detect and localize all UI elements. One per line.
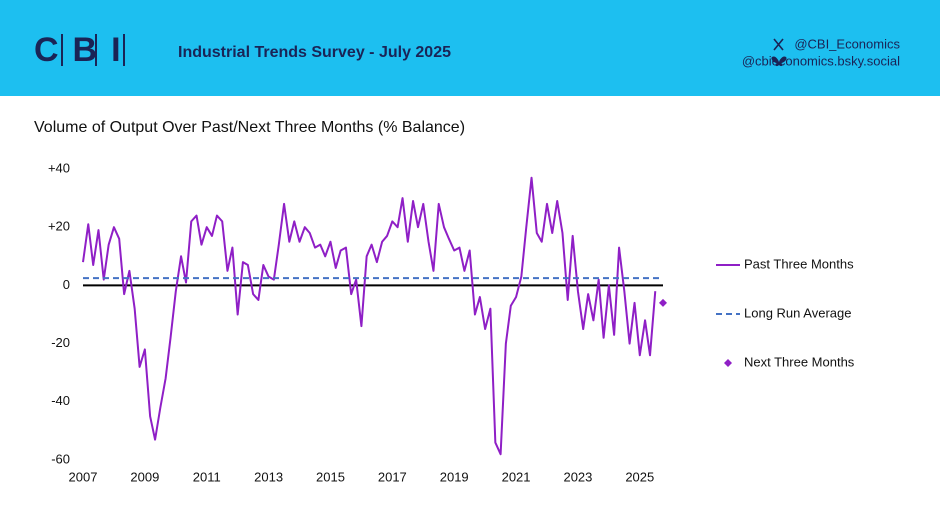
x-tick-label: 2007	[69, 469, 98, 484]
legend-label: Past Three Months	[744, 256, 854, 271]
x-tick-label: 2015	[316, 469, 345, 484]
x-tick-label: 2023	[563, 469, 592, 484]
header-title: Industrial Trends Survey - July 2025	[178, 44, 451, 61]
logo: CBI	[34, 31, 135, 69]
y-tick-label: -60	[51, 451, 70, 466]
y-tick-label: -20	[51, 335, 70, 350]
x-tick-label: 2019	[440, 469, 469, 484]
x-tick-label: 2017	[378, 469, 407, 484]
x-tick-label: 2011	[193, 469, 221, 484]
y-tick-label: +20	[48, 219, 70, 234]
forecast-point	[659, 298, 667, 307]
y-tick-label: 0	[63, 277, 70, 292]
x-tick-label: 2025	[625, 469, 654, 484]
legend-marker	[724, 359, 732, 367]
y-tick-label: +40	[48, 160, 70, 175]
series-line	[82, 176, 657, 456]
legend-label: Next Three Months	[744, 354, 855, 369]
header-band	[0, 0, 940, 96]
x-icon	[773, 38, 784, 51]
bsky-icon	[771, 56, 787, 67]
x-tick-label: 2021	[502, 469, 531, 484]
x-handle: @CBI_Economics	[794, 36, 900, 51]
legend-label: Long Run Average	[744, 305, 851, 320]
x-tick-label: 2013	[254, 469, 283, 484]
y-tick-label: -40	[51, 393, 70, 408]
chart-title: Volume of Output Over Past/Next Three Mo…	[34, 119, 465, 136]
bsky-handle: @cbieconomics.bsky.social	[742, 53, 900, 68]
x-tick-label: 2009	[130, 469, 159, 484]
